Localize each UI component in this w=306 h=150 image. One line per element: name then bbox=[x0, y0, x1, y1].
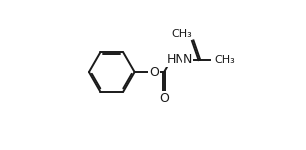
Text: HN: HN bbox=[166, 53, 185, 66]
Text: N: N bbox=[183, 53, 192, 66]
Text: CH₃: CH₃ bbox=[214, 55, 235, 64]
Text: O: O bbox=[149, 66, 159, 79]
Text: CH₃: CH₃ bbox=[171, 29, 192, 39]
Text: O: O bbox=[159, 92, 169, 105]
